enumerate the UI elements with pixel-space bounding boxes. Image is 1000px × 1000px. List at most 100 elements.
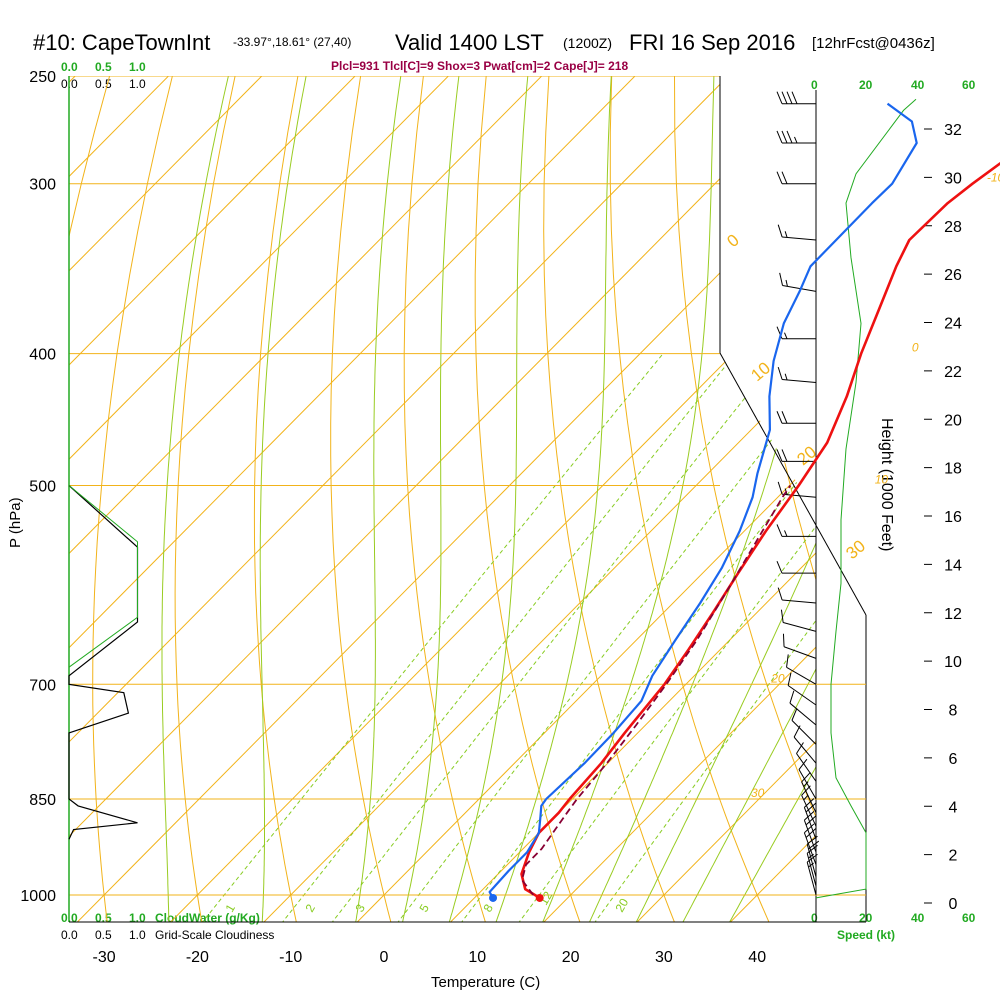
wind-barb-staff [791, 720, 817, 745]
wind-barb-staff [801, 795, 817, 827]
wind-barb-half-flag [803, 794, 809, 801]
moist-adiabat-line [401, 76, 463, 922]
isotherm-line [261, 76, 816, 922]
wind-barb-flag [793, 725, 801, 738]
wind-barb-flag [801, 785, 811, 796]
wind-barb-staff [806, 844, 817, 878]
forecast-label: [12hrFcst@0436z] [812, 35, 935, 52]
wind-barb-flag [789, 690, 795, 704]
valid-zulu: (1200Z) [563, 35, 612, 51]
height-tick-label: 28 [944, 219, 962, 236]
height-tick-label: 32 [944, 122, 962, 139]
wind-barb-flag [776, 524, 783, 537]
station-title: #10: CapeTownInt [33, 30, 210, 55]
top-speed-tick: 40 [911, 78, 925, 92]
mixing-ratio-line [396, 353, 816, 922]
wind-barb-half-flag [808, 862, 814, 868]
speed-label: Speed (kt) [837, 928, 895, 942]
mixing-ratio-line [200, 353, 664, 922]
wind-barb-flag [779, 272, 784, 286]
wind-barb [779, 272, 817, 292]
wind-barb-half-flag [784, 332, 788, 339]
valid-time: Valid 1400 LST [395, 30, 544, 55]
top-cloudiness-scale: 0.0 0.5 1.0 [61, 77, 146, 91]
height-tick-label: 10 [944, 654, 962, 671]
wind-barb-flag [777, 481, 783, 495]
wind-barb-flag [805, 828, 816, 838]
dry-adiabat-line [736, 76, 816, 922]
bottom-cloudwater-scale: 0.0 0.5 1.0 CloudWater (g/Kg) [61, 911, 260, 925]
wind-barb-flag [804, 823, 815, 834]
wind-barb-flag [806, 844, 818, 854]
dry-adiabat-line [92, 76, 173, 922]
mixing-ratio-line [280, 353, 736, 922]
wind-barb [806, 853, 818, 896]
pressure-tick-label: 300 [29, 177, 56, 194]
bottom-cloudwater-tick: 0.5 [95, 911, 112, 925]
wind-barb-staff [789, 702, 817, 726]
y-axis-label: P (hPa) [7, 497, 24, 548]
temperature-tick-label: 0 [380, 949, 389, 966]
parcel-profile-line [521, 485, 792, 896]
height-tick-label: 24 [944, 316, 962, 333]
pressure-tick-label: 500 [29, 479, 56, 496]
wind-speed-profile-line [815, 98, 917, 899]
moist-adiabat-line [161, 76, 235, 922]
bottom-cloudwater-tick: 1.0 [129, 911, 146, 925]
cloudiness-profile-line [68, 485, 139, 840]
moist-adiabat-line [355, 76, 405, 922]
wind-barb-flag [780, 609, 784, 623]
moist-adiabat-line [681, 76, 816, 922]
wind-barb-flag [787, 672, 792, 686]
wind-barb [806, 835, 820, 878]
grid-layer [69, 76, 816, 922]
tropopause-diagonal-line [719, 352, 867, 616]
height-tick-label: 2 [949, 848, 958, 865]
wind-barb-flag [806, 835, 818, 845]
wind-barb-flag [791, 708, 798, 721]
temperature-tick-label: 10 [468, 949, 486, 966]
wind-barb-staff [803, 807, 817, 840]
wind-barb [777, 587, 817, 604]
wind-barb-flag [801, 771, 811, 783]
wind-barb [787, 672, 817, 706]
wind-barb-staff [782, 493, 817, 498]
bottom-cloudiness-tick: 0.0 [61, 928, 78, 942]
isotherm-line [355, 76, 816, 922]
wind-barb-flag [796, 742, 804, 754]
temperature-tick-label: -10 [279, 949, 302, 966]
wind-barb-flag [804, 811, 815, 821]
temperature-tick-label: 40 [748, 949, 766, 966]
isotherm-line [69, 76, 380, 922]
isotherm-line [635, 76, 816, 922]
temperature-tick-label: -20 [186, 949, 209, 966]
wind-barb [803, 823, 817, 865]
wind-barb-staff [801, 781, 817, 813]
isotherm-line [69, 76, 816, 922]
wind-barb-flag [781, 411, 788, 424]
isotherm-label: 0 [912, 341, 919, 355]
cloudwater-label: CloudWater (g/Kg) [155, 911, 260, 925]
wind-barb [803, 811, 817, 853]
wind-barb-half-flag [784, 530, 788, 537]
moist-adiabat-line [448, 76, 531, 922]
wind-barb-half-flag [785, 279, 788, 287]
wind-barb [776, 560, 816, 574]
wind-barb [791, 708, 817, 745]
wind-barb [776, 91, 816, 105]
wind-barb [782, 633, 817, 659]
dry-adiabat-line [403, 76, 487, 922]
right-panel-layer [720, 91, 917, 899]
top-cloudwater-scale: 0.0 0.5 1.0 [61, 60, 146, 74]
wind-barb-staff [783, 646, 817, 659]
isotherm-line [448, 76, 816, 922]
height-tick-label: 22 [944, 364, 962, 381]
bottom-speed-tick: 40 [911, 911, 925, 925]
wind-barb-flag [798, 758, 808, 770]
wind-barb-staff [803, 820, 817, 853]
mixing-ratio-label: 20 [612, 896, 631, 915]
pressure-tick-label: 250 [29, 69, 56, 86]
height-tick-label: 8 [949, 703, 958, 720]
wind-barb [776, 130, 816, 144]
